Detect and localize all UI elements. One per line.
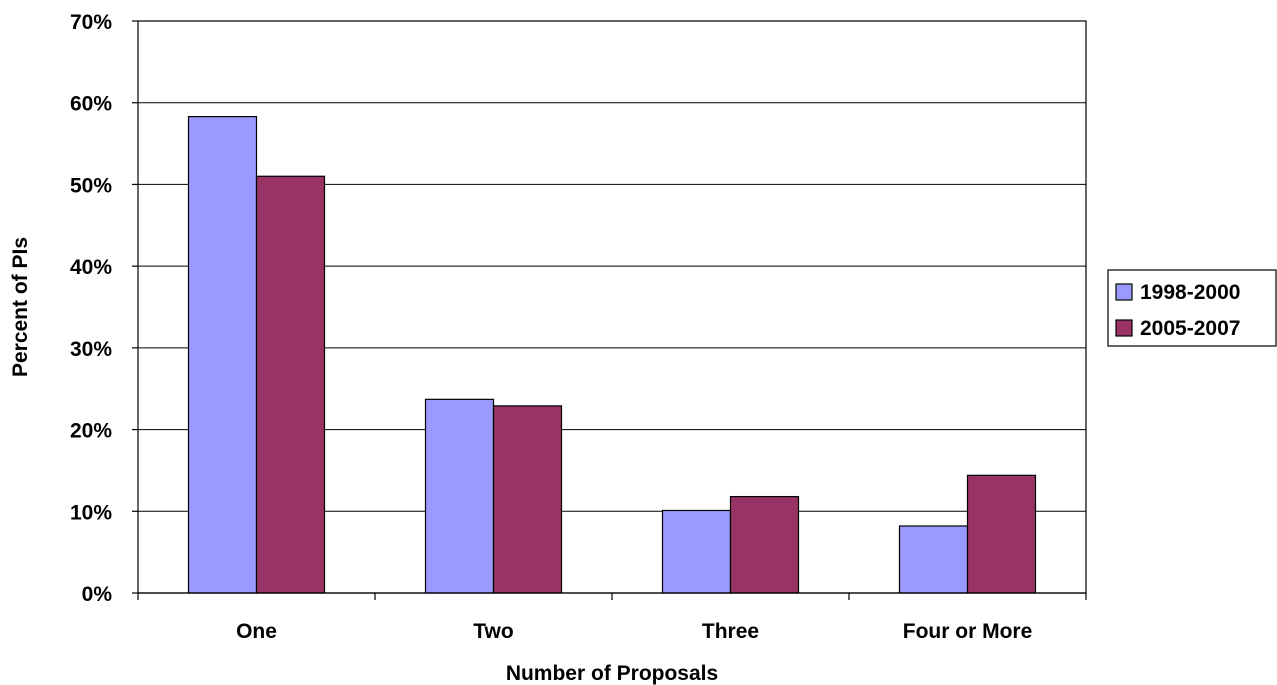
bar-1 bbox=[898, 525, 969, 594]
y-tick-label: 30% bbox=[70, 338, 112, 361]
bar-2 bbox=[729, 495, 800, 594]
y-axis-labels: 0% 10% 20% 30% 40% 50% 60% 70% bbox=[70, 11, 112, 606]
bar-1 bbox=[424, 398, 495, 594]
legend-label: 2005-2007 bbox=[1140, 317, 1240, 340]
y-axis-ticks bbox=[132, 20, 138, 594]
x-axis-labels: One Two Three Four or More bbox=[236, 620, 1032, 643]
x-axis-title: Number of Proposals bbox=[506, 662, 718, 685]
y-tick-label: 60% bbox=[70, 93, 112, 116]
legend-swatch bbox=[1115, 319, 1133, 337]
x-tick-label: Three bbox=[702, 620, 759, 643]
y-tick-label: 40% bbox=[70, 256, 112, 279]
y-tick-label: 70% bbox=[70, 11, 112, 34]
x-tick-label: One bbox=[236, 620, 277, 643]
x-tick-label: Four or More bbox=[903, 620, 1033, 643]
bar-2 bbox=[492, 405, 563, 594]
x-tick-label: Two bbox=[473, 620, 513, 643]
legend-swatch bbox=[1115, 283, 1133, 301]
bars bbox=[187, 116, 1037, 594]
bar-2 bbox=[966, 474, 1037, 594]
legend-box bbox=[1107, 269, 1277, 347]
legend: 1998-2000 2005-2007 bbox=[1107, 269, 1277, 347]
x-axis-ticks bbox=[137, 593, 1087, 600]
bar-1 bbox=[661, 509, 732, 594]
y-tick-label: 0% bbox=[82, 583, 113, 606]
bar-2 bbox=[255, 175, 326, 594]
y-axis-title: Percent of PIs bbox=[9, 237, 32, 377]
y-tick-label: 20% bbox=[70, 420, 112, 443]
bar-1 bbox=[187, 116, 258, 594]
y-tick-label: 50% bbox=[70, 174, 112, 197]
y-tick-label: 10% bbox=[70, 501, 112, 524]
legend-label: 1998-2000 bbox=[1140, 281, 1240, 304]
